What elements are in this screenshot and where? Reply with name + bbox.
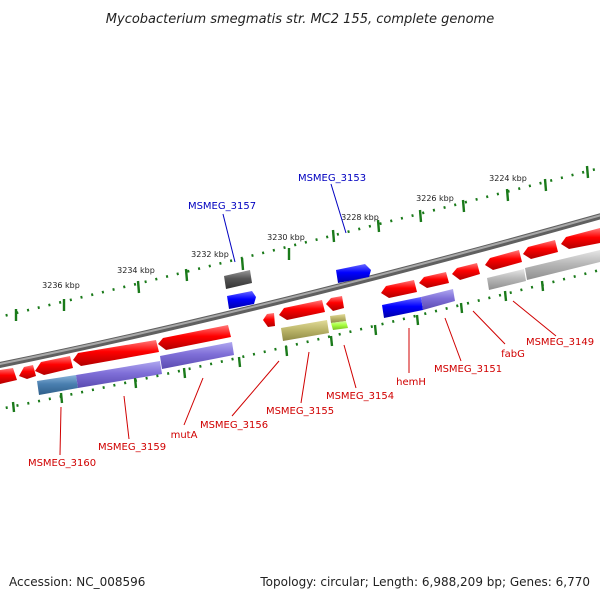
gene-msmeg-3153[interactable] <box>336 264 371 283</box>
cog-feature-msmeg-3160[interactable] <box>37 375 78 395</box>
gene-label-msmeg-3151[interactable]: MSMEG_3151 <box>434 364 502 375</box>
inner-scale-major-ticks <box>11 280 545 413</box>
gene-label-fabg[interactable]: fabG <box>501 349 525 360</box>
cds-fabg[interactable] <box>452 263 480 280</box>
scale-label: 3232 kbp <box>191 250 229 259</box>
cds-hemh[interactable] <box>381 280 417 298</box>
cog-feature-muta[interactable] <box>160 342 234 369</box>
genome-summary-text: Topology: circular; Length: 6,988,209 bp… <box>259 575 590 589</box>
cog-feature-msmeg-3155[interactable] <box>281 320 329 341</box>
gene-label-msmeg-3149[interactable]: MSMEG_3149 <box>526 337 594 348</box>
outer-scale-major-ticks <box>14 165 590 321</box>
scale-label: 3236 kbp <box>42 281 80 290</box>
gene-label-hemh[interactable]: hemH <box>396 377 426 388</box>
accession-text: Accession: NC_008596 <box>9 575 145 589</box>
leader-line <box>330 183 347 234</box>
scale-label: 3226 kbp <box>416 194 454 203</box>
leader-line <box>222 213 236 263</box>
cds-msmeg-3148[interactable] <box>561 228 600 249</box>
gene-label-msmeg-3157[interactable]: MSMEG_3157 <box>188 201 256 212</box>
cog-feature-msmeg-3157[interactable] <box>224 270 252 289</box>
gene-label-msmeg-3154[interactable]: MSMEG_3154 <box>326 391 394 402</box>
cds-msmeg-3161[interactable] <box>0 368 17 384</box>
cog-feature-fabg[interactable] <box>487 269 526 290</box>
cds-msmeg-3154[interactable] <box>326 296 344 311</box>
gene-label-msmeg-3155[interactable]: MSMEG_3155 <box>266 406 334 417</box>
scale-label: 3224 kbp <box>489 174 527 183</box>
cds-msmeg-3151[interactable] <box>419 272 449 288</box>
cds-muta[interactable] <box>158 325 231 350</box>
cog-feature-hemh[interactable] <box>382 297 423 318</box>
genome-backbone-highlight <box>0 214 600 365</box>
cds-msmeg-3156[interactable] <box>263 313 275 327</box>
scale-label: 3228 kbp <box>341 213 379 222</box>
inner-scale-dots <box>0 268 600 411</box>
bottom-leader-lines <box>59 300 557 456</box>
gene-label-msmeg-3160[interactable]: MSMEG_3160 <box>28 458 96 469</box>
gene-label-msmeg-3153[interactable]: MSMEG_3153 <box>298 173 366 184</box>
cog-feature-msmeg-3154-b[interactable] <box>331 321 348 330</box>
scale-label: 3234 kbp <box>117 266 155 275</box>
cds-msmeg-3155[interactable] <box>279 300 325 320</box>
cds-msmeg-3160[interactable] <box>35 356 73 375</box>
outer-scale-dots <box>0 166 600 319</box>
cds-msmeg-3150[interactable] <box>485 250 522 270</box>
gene-label-msmeg-3156[interactable]: MSMEG_3156 <box>200 420 268 431</box>
scale-label: 3230 kbp <box>267 233 305 242</box>
cds-msmeg-3159[interactable] <box>73 340 159 366</box>
map-title: Mycobacterium smegmatis str. MC2 155, co… <box>106 12 494 27</box>
cog-feature-msmeg-3154-a[interactable] <box>330 314 346 323</box>
cds-msmeg-3149[interactable] <box>523 240 558 259</box>
cog-feature-msmeg-3151[interactable] <box>421 289 455 310</box>
gene-msmeg-3157[interactable] <box>227 291 256 309</box>
cog-feature-msmeg-3149[interactable] <box>525 250 600 280</box>
cds-fragment[interactable] <box>19 365 36 379</box>
gene-label-msmeg-3159[interactable]: MSMEG_3159 <box>98 442 166 453</box>
gene-label-muta[interactable]: mutA <box>171 430 198 441</box>
cog-feature-msmeg-3159[interactable] <box>76 361 162 388</box>
